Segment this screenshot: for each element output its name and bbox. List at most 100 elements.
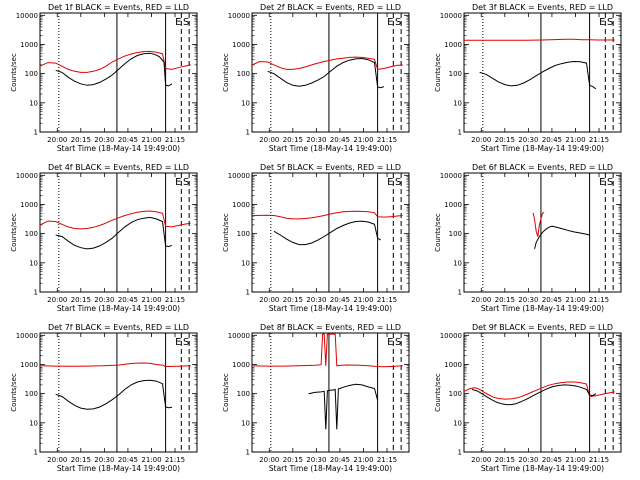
x-tick-label: 20:45 <box>330 136 350 144</box>
events-series-line <box>55 379 172 410</box>
plot-frame <box>463 332 622 453</box>
y-tick-label: 10 <box>241 259 250 267</box>
y-tick-label: 10000 <box>16 332 38 340</box>
x-tick-label: 21:00 <box>565 136 585 144</box>
y-tick-label: 100 <box>25 70 38 78</box>
y-tick-label: 1000 <box>20 41 38 49</box>
x-axis-label: Start Time (18-May-14 19:49:00) <box>57 464 180 473</box>
x-axis-label: Start Time (18-May-14 19:49:00) <box>269 304 392 313</box>
x-tick-label: 21:15 <box>165 136 185 144</box>
plot-frame <box>251 12 410 133</box>
x-tick-label: 20:45 <box>118 456 138 464</box>
y-tick-label: 10 <box>241 99 250 107</box>
y-tick-label: 10 <box>29 99 38 107</box>
marker-label: S <box>183 177 189 188</box>
events-series-line <box>534 225 590 250</box>
y-axis-label: Counts/sec <box>10 213 18 252</box>
marker-label: E <box>175 177 181 188</box>
y-axis-label: Counts/sec <box>434 213 442 252</box>
y-tick-label: 1 <box>246 129 250 137</box>
x-tick-label: 21:00 <box>353 136 373 144</box>
y-tick-label: 1000 <box>444 201 462 209</box>
y-tick-label: 10000 <box>440 172 462 180</box>
y-axis-label: Counts/sec <box>10 53 18 92</box>
x-tick-label: 20:00 <box>259 296 279 304</box>
x-tick-label: 20:15 <box>71 456 91 464</box>
y-tick-label: 10 <box>241 419 250 427</box>
y-tick-label: 10000 <box>16 172 38 180</box>
y-tick-label: 1000 <box>444 361 462 369</box>
x-tick-label: 21:00 <box>565 296 585 304</box>
lld-series-line <box>532 211 545 237</box>
x-tick-label: 20:45 <box>542 456 562 464</box>
x-tick-label: 21:15 <box>165 456 185 464</box>
panel-2: Det 2f BLACK = Events, RED = LLD 1 10 100 10… <box>222 3 410 153</box>
x-tick-label: 20:15 <box>283 296 303 304</box>
x-tick-label: 20:00 <box>259 136 279 144</box>
y-axis-label: Counts/sec <box>434 373 442 412</box>
panel-4: Det 4f BLACK = Events, RED = LLD 1 10 100 10… <box>10 163 198 313</box>
marker-label: S <box>395 337 401 348</box>
x-tick-label: 20:00 <box>471 296 491 304</box>
events-series-line <box>273 220 381 246</box>
marker-label: E <box>387 17 393 28</box>
marker-label: E <box>387 177 393 188</box>
y-tick-label: 10 <box>453 419 462 427</box>
panel-9: Det 9f BLACK = Events, RED = LLD 1 10 100 10… <box>434 323 622 473</box>
x-tick-label: 20:30 <box>94 136 114 144</box>
y-axis-label: Counts/sec <box>434 53 442 92</box>
x-tick-label: 20:00 <box>471 136 491 144</box>
x-tick-label: 20:00 <box>47 296 67 304</box>
y-tick-label: 10000 <box>228 12 250 20</box>
plot-frame <box>251 332 410 453</box>
plot-frame <box>251 172 410 293</box>
x-tick-label: 21:15 <box>377 296 397 304</box>
plot-frame <box>39 172 198 293</box>
lld-series-line <box>252 210 403 220</box>
y-tick-label: 100 <box>25 390 38 398</box>
marker-label: E <box>175 17 181 28</box>
y-tick-label: 100 <box>237 70 250 78</box>
y-tick-label: 100 <box>449 230 462 238</box>
y-tick-label: 10 <box>453 259 462 267</box>
x-tick-label: 20:00 <box>259 456 279 464</box>
marker-label: E <box>599 177 605 188</box>
y-axis-label: Counts/sec <box>222 373 230 412</box>
y-tick-label: 1 <box>34 129 38 137</box>
y-tick-label: 1000 <box>232 361 250 369</box>
panel-3: Det 3f BLACK = Events, RED = LLD 1 10 100 10… <box>434 3 622 153</box>
plot-frame <box>39 332 198 453</box>
x-tick-label: 20:30 <box>518 296 538 304</box>
panel-title: Det 2f BLACK = Events, RED = LLD <box>260 3 401 12</box>
x-tick-label: 20:15 <box>495 456 515 464</box>
plot-frame <box>463 12 622 133</box>
panel-title: Det 5f BLACK = Events, RED = LLD <box>260 163 401 172</box>
marker-label: S <box>395 17 401 28</box>
x-axis-label: Start Time (18-May-14 19:49:00) <box>269 144 392 153</box>
events-series-line <box>55 52 173 87</box>
lld-series-line <box>40 362 191 368</box>
x-tick-label: 20:15 <box>495 136 515 144</box>
x-axis-label: Start Time (18-May-14 19:49:00) <box>481 304 604 313</box>
y-tick-label: 100 <box>237 390 250 398</box>
events-series-line <box>55 216 173 250</box>
x-axis-label: Start Time (18-May-14 19:49:00) <box>481 144 604 153</box>
x-tick-label: 20:15 <box>283 136 303 144</box>
events-series-line <box>308 383 379 430</box>
x-axis-label: Start Time (18-May-14 19:49:00) <box>57 144 180 153</box>
x-tick-label: 21:15 <box>589 136 609 144</box>
marker-label: S <box>395 177 401 188</box>
lld-series-line <box>464 38 615 41</box>
y-tick-label: 1000 <box>232 201 250 209</box>
x-tick-label: 21:15 <box>589 296 609 304</box>
y-tick-label: 1 <box>34 289 38 297</box>
panel-title: Det 3f BLACK = Events, RED = LLD <box>472 3 613 12</box>
y-tick-label: 100 <box>449 390 462 398</box>
x-tick-label: 21:00 <box>141 456 161 464</box>
lld-series-line <box>40 50 191 73</box>
lld-series-line <box>252 56 403 70</box>
y-tick-label: 1000 <box>444 41 462 49</box>
x-tick-label: 20:15 <box>71 296 91 304</box>
x-axis-label: Start Time (18-May-14 19:49:00) <box>269 464 392 473</box>
x-tick-label: 20:30 <box>518 456 538 464</box>
